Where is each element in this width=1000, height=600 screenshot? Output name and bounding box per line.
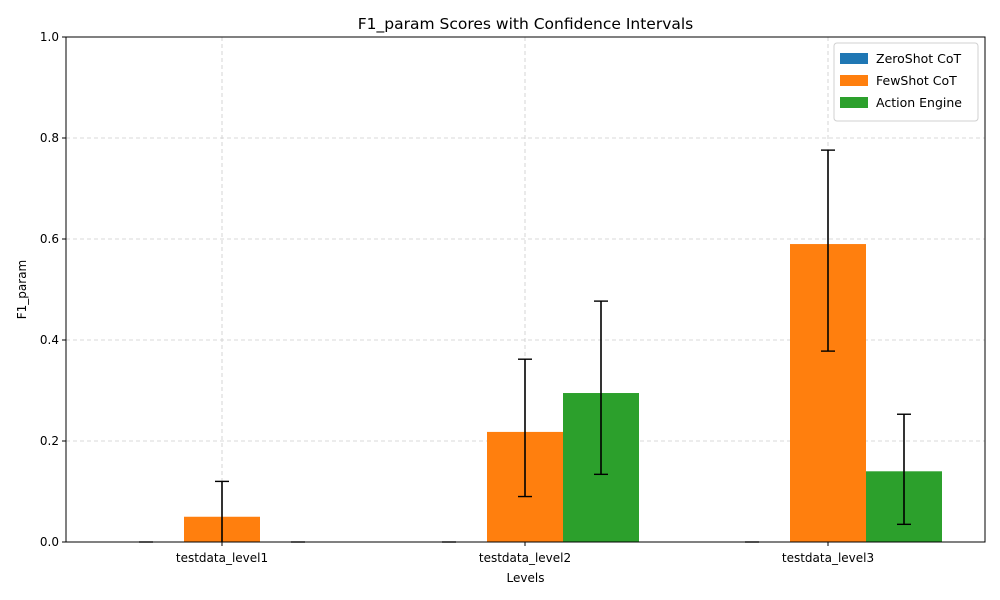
y-tick-label: 0.4	[40, 333, 59, 347]
chart-title: F1_param Scores with Confidence Interval…	[358, 15, 694, 34]
legend: ZeroShot CoT FewShot CoT Action Engine	[833, 42, 979, 122]
legend-swatch	[840, 75, 868, 86]
bars	[184, 244, 942, 543]
x-tick-label: testdata_level3	[782, 551, 874, 565]
x-axis-title: Levels	[507, 571, 545, 585]
y-tick-label: 0.8	[40, 131, 59, 145]
legend-swatch	[840, 97, 868, 108]
y-tick-label: 0.6	[40, 232, 59, 246]
legend-label: Action Engine	[876, 95, 962, 110]
x-tick-label: testdata_level1	[176, 551, 268, 565]
legend-label: ZeroShot CoT	[876, 51, 962, 66]
y-tick-label: 0.0	[40, 535, 59, 549]
legend-box	[833, 42, 979, 122]
y-axis-ticks: 0.0 0.2 0.4 0.6 0.8 1.0	[40, 30, 66, 549]
y-tick-label: 0.2	[40, 434, 59, 448]
y-axis-title: F1_param	[15, 260, 29, 319]
x-tick-label: testdata_level2	[479, 551, 571, 565]
legend-swatch	[840, 53, 868, 64]
y-tick-label: 1.0	[40, 30, 59, 44]
x-axis-ticks: testdata_level1 testdata_level2 testdata_l…	[176, 542, 874, 565]
legend-label: FewShot CoT	[876, 73, 957, 88]
